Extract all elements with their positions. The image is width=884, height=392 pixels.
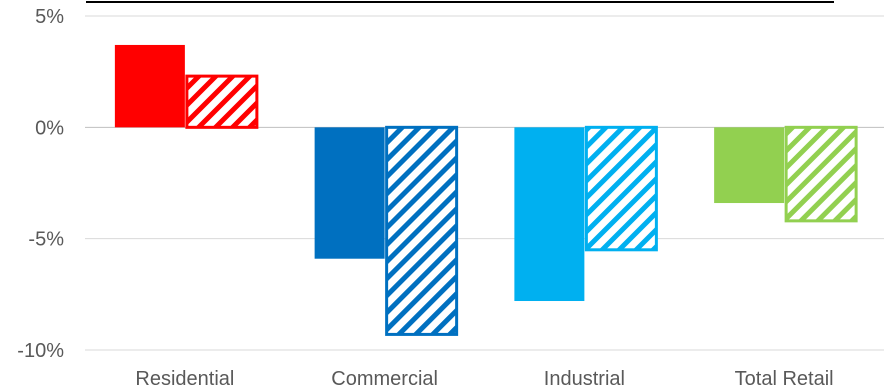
y-tick-label: 5% (35, 6, 64, 28)
bar-industrial-hatched (584, 125, 658, 252)
bar-total-retail-hatched (784, 125, 858, 223)
bars (114, 44, 858, 336)
bar-total-retail-solid (714, 127, 785, 204)
bar-industrial-solid (514, 127, 585, 302)
x-category-label: Total Retail (735, 368, 834, 390)
bar-commercial-solid (314, 127, 385, 259)
y-axis-ticks: 5% 0% -5% -10% (17, 6, 64, 362)
bar-residential-hatched (185, 74, 259, 129)
x-category-label: Commercial (331, 368, 438, 390)
y-tick-label: -5% (28, 229, 64, 251)
x-axis-labels: Residential Commercial Industrial Total Ret… (135, 368, 833, 390)
y-tick-label: 0% (35, 117, 64, 139)
bar-residential-solid (114, 44, 185, 128)
y-tick-label: -10% (17, 340, 64, 362)
x-category-label: Industrial (544, 368, 625, 390)
bar-commercial-hatched (385, 125, 459, 336)
x-category-label: Residential (135, 368, 234, 390)
